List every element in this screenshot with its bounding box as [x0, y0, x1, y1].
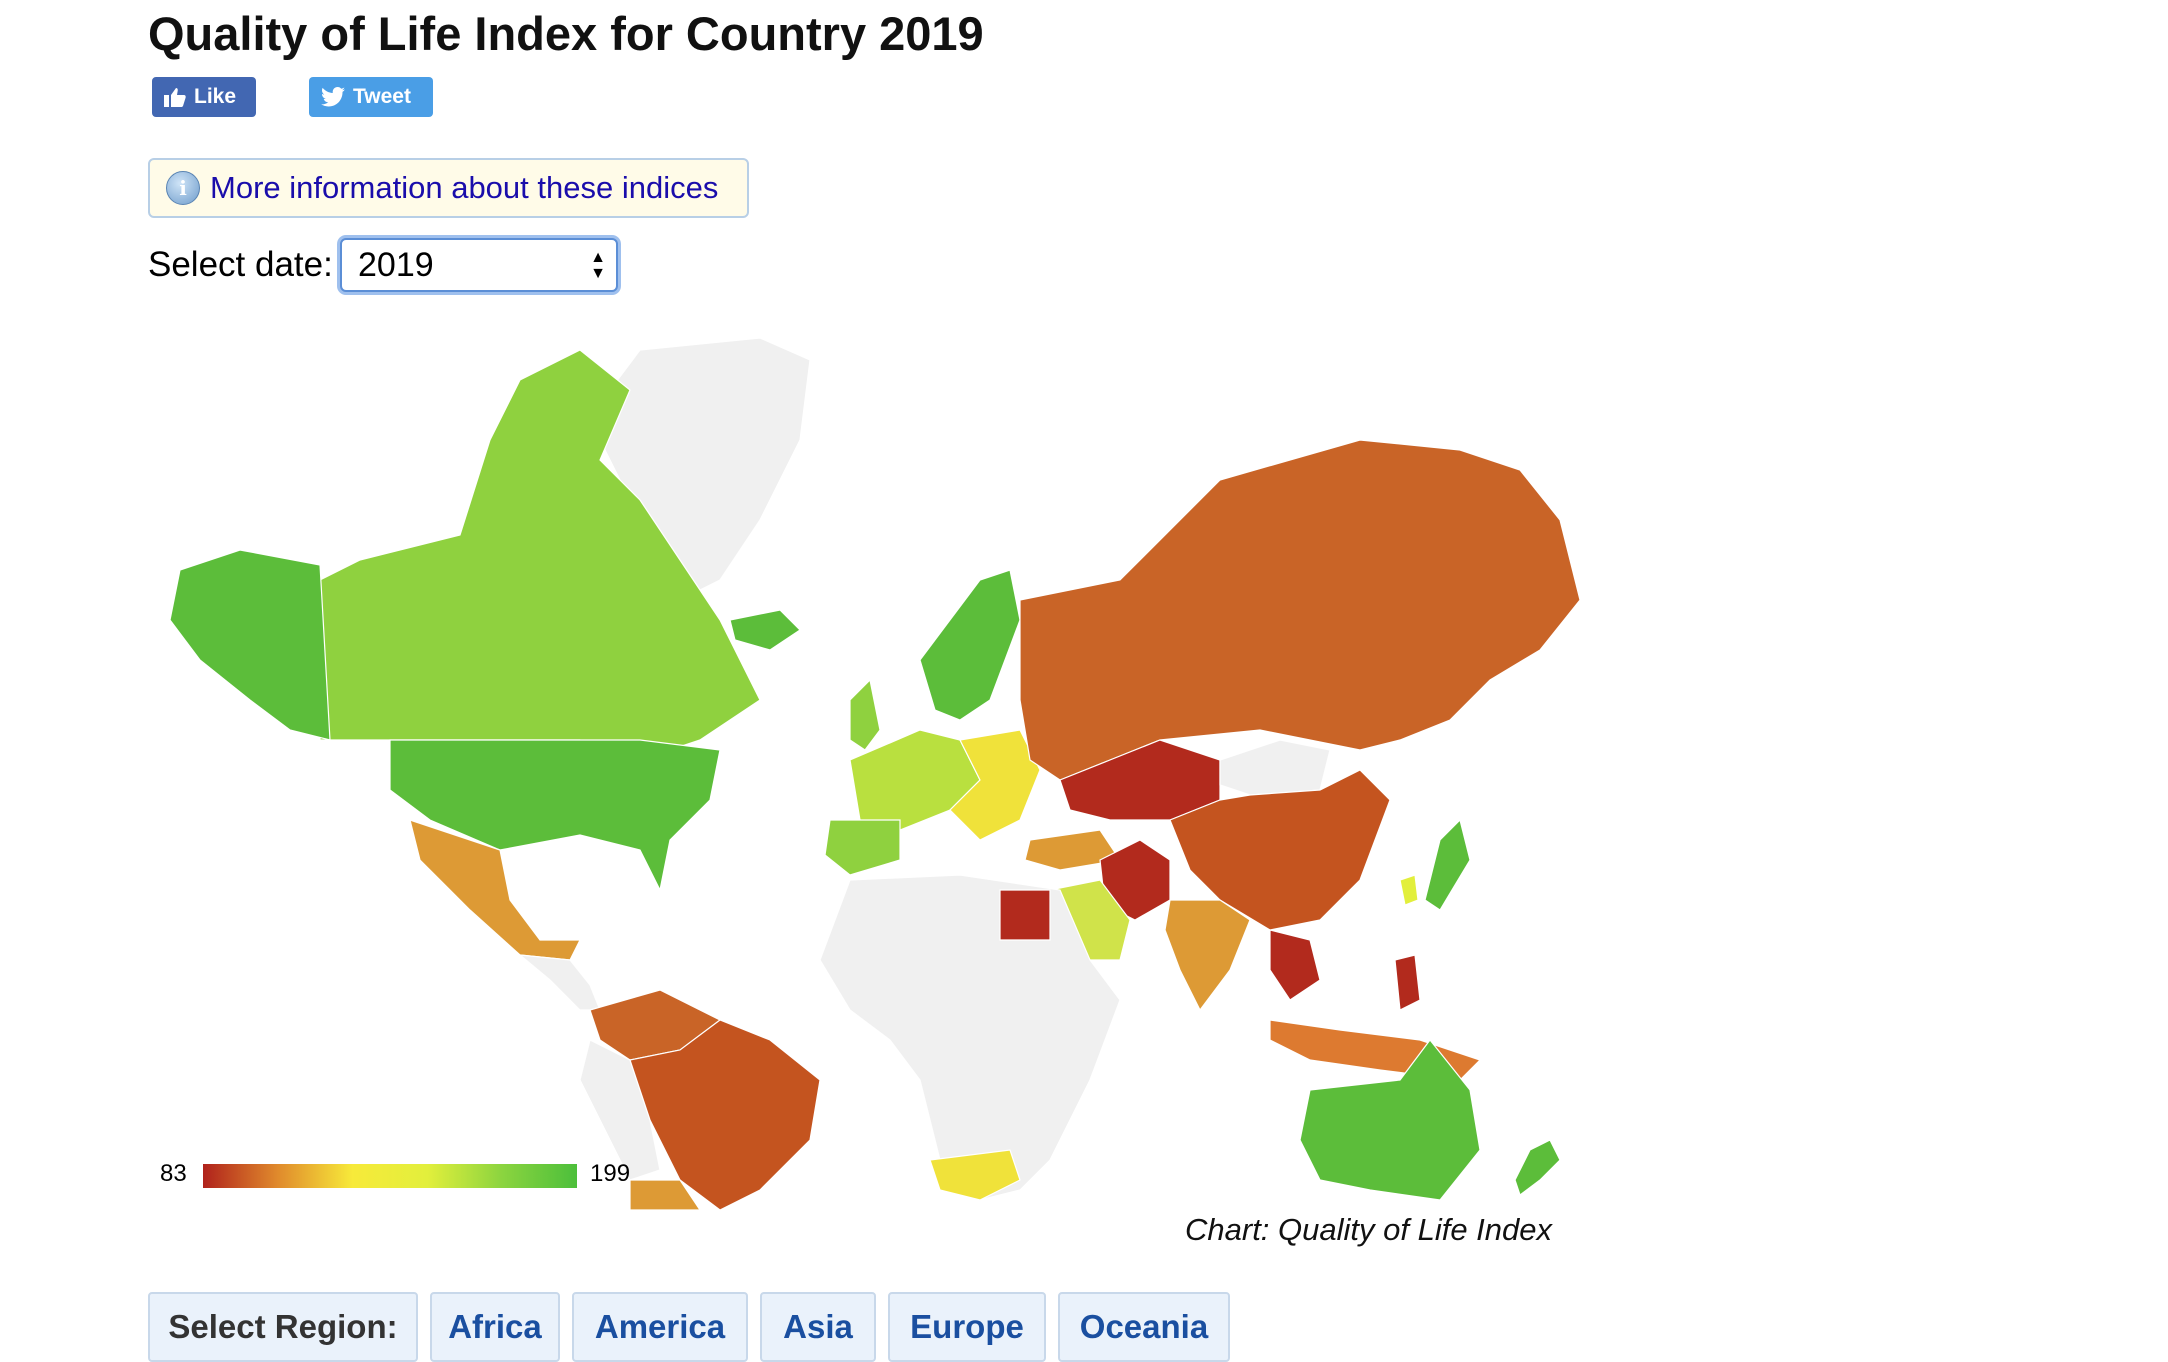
- map-korea[interactable]: [1399, 874, 1419, 906]
- info-box[interactable]: i More information about these indices: [148, 158, 749, 218]
- tweet-button[interactable]: Tweet: [309, 77, 433, 117]
- select-region-label: Select Region:: [148, 1292, 418, 1362]
- map-alaska[interactable]: [169, 549, 331, 741]
- map-iceland[interactable]: [729, 609, 801, 651]
- region-button-asia[interactable]: Asia: [760, 1292, 876, 1362]
- region-button-europe[interactable]: Europe: [888, 1292, 1046, 1362]
- legend-color-scale: [203, 1164, 577, 1188]
- map-brazil[interactable]: [629, 1019, 821, 1211]
- map-turkey[interactable]: [1024, 829, 1122, 871]
- map-east-europe[interactable]: [949, 729, 1041, 841]
- select-arrows-icon: ▲ ▼: [590, 249, 606, 282]
- facebook-like-button[interactable]: Like: [152, 77, 256, 117]
- map-uk[interactable]: [849, 678, 881, 751]
- legend-max-value: 199: [590, 1160, 631, 1187]
- region-button-africa[interactable]: Africa: [430, 1292, 560, 1362]
- more-info-link[interactable]: More information about these indices: [210, 170, 719, 205]
- map-philippines[interactable]: [1394, 954, 1421, 1011]
- world-map-svg: [169, 337, 1581, 1211]
- twitter-bird-icon: [321, 87, 345, 107]
- map-south-africa[interactable]: [929, 1149, 1021, 1201]
- map-usa[interactable]: [389, 739, 721, 892]
- map-egypt[interactable]: [999, 889, 1051, 941]
- world-map[interactable]: [160, 320, 1581, 1211]
- map-japan[interactable]: [1424, 818, 1471, 911]
- info-icon: i: [166, 171, 200, 205]
- region-button-oceania[interactable]: Oceania: [1058, 1292, 1230, 1362]
- map-southeast-asia[interactable]: [1269, 929, 1321, 1001]
- region-button-america[interactable]: America: [572, 1292, 748, 1362]
- like-label: Like: [194, 85, 237, 108]
- map-iberia[interactable]: [824, 819, 901, 876]
- map-russia[interactable]: [1019, 439, 1581, 781]
- thumbs-up-icon: [164, 88, 186, 107]
- map-australia[interactable]: [1299, 1039, 1481, 1201]
- date-select-value: 2019: [358, 245, 434, 284]
- tweet-label: Tweet: [353, 85, 411, 108]
- map-mongolia[interactable]: [1219, 739, 1331, 796]
- map-mexico[interactable]: [409, 819, 581, 961]
- map-india[interactable]: [1164, 899, 1251, 1012]
- select-date-label: Select date:: [148, 245, 333, 284]
- legend-min-value: 83: [160, 1160, 187, 1187]
- map-africa[interactable]: [819, 874, 1121, 1201]
- map-china[interactable]: [1169, 769, 1391, 931]
- chart-caption: Chart: Quality of Life Index: [1185, 1212, 1553, 1247]
- map-new-zealand[interactable]: [1514, 1139, 1561, 1196]
- region-selector: Select Region: Africa America Asia Europ…: [148, 1292, 1242, 1362]
- map-central-america[interactable]: [518, 954, 601, 1011]
- date-select[interactable]: 2019 ▲ ▼: [340, 238, 618, 292]
- page-title: Quality of Life Index for Country 2019: [148, 7, 984, 60]
- map-scandinavia[interactable]: [919, 569, 1021, 721]
